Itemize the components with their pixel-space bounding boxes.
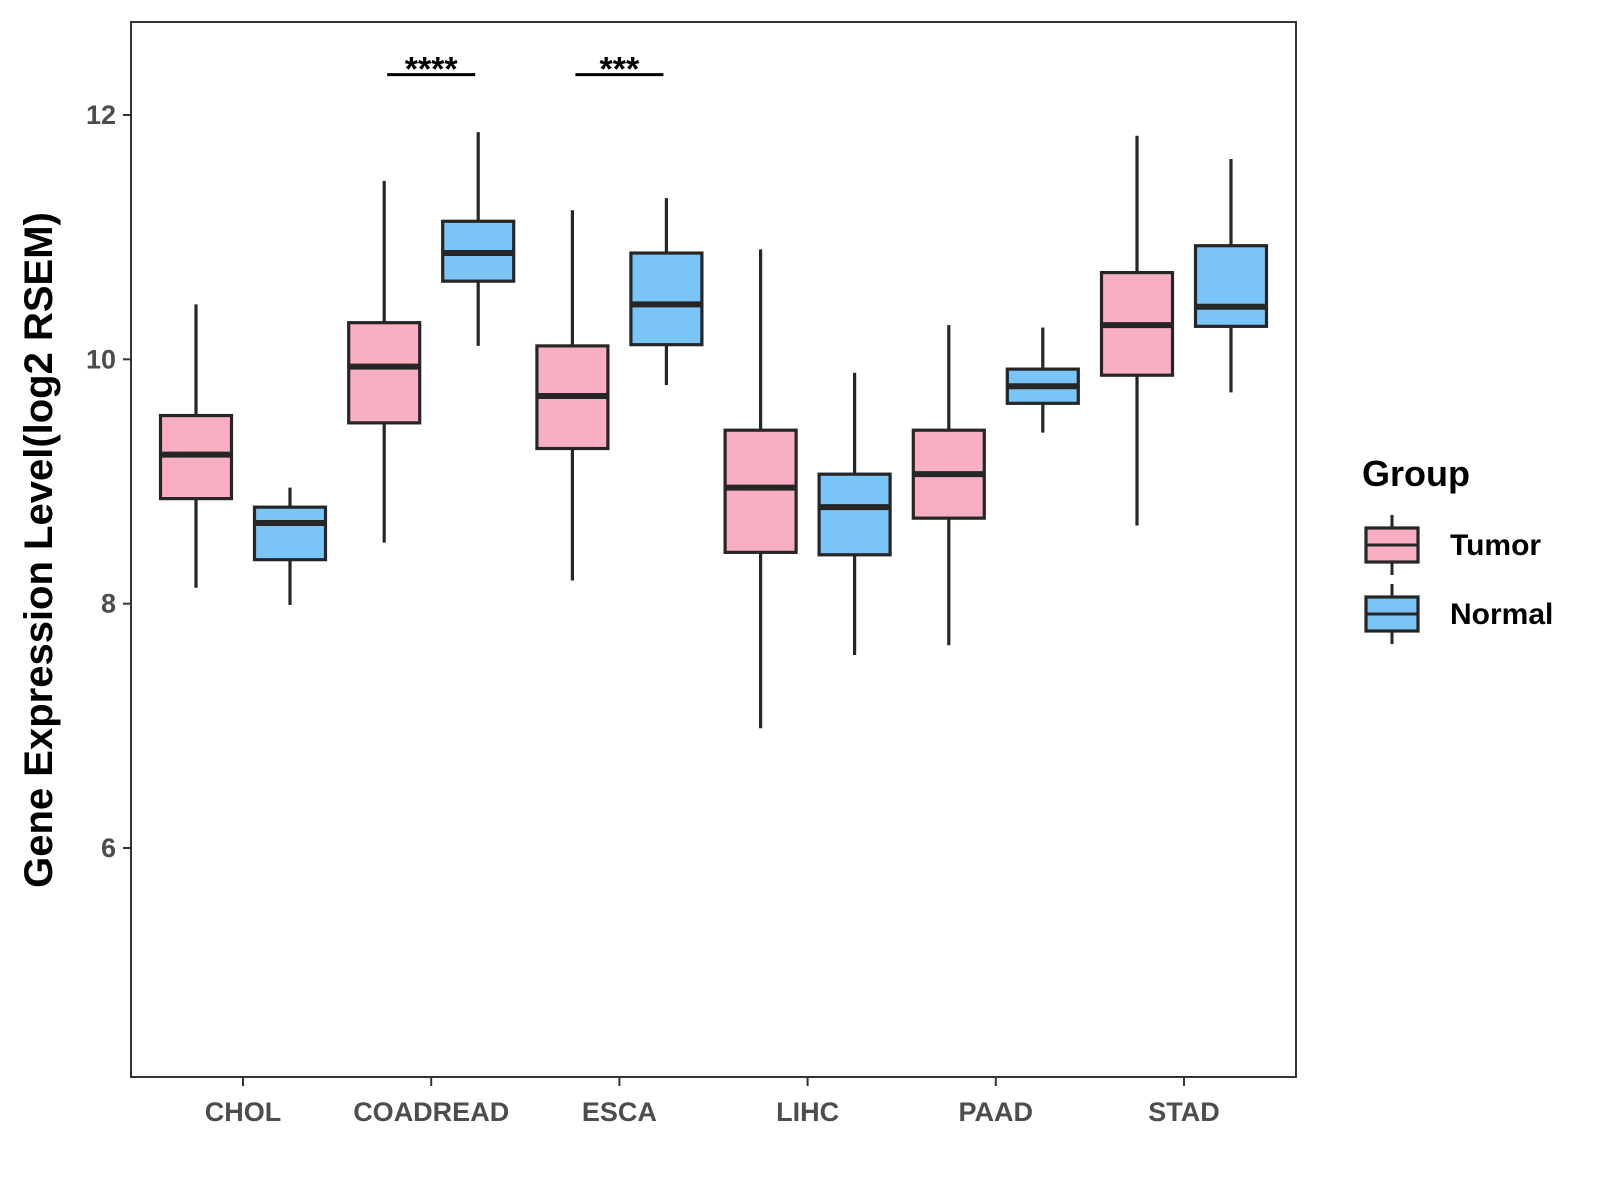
box-tumor-lihc: [723, 249, 798, 729]
y-tick-label: 12: [86, 100, 116, 130]
box-normal-stad: [1193, 158, 1269, 393]
legend-title: Group: [1362, 453, 1470, 494]
box-iqr: [252, 505, 328, 562]
box-normal-paad: [1005, 327, 1080, 433]
box-tumor-chol: [158, 304, 234, 588]
legend-key-tumor: [1364, 515, 1420, 575]
x-tick-label: CHOL: [205, 1097, 282, 1127]
box-normal-lihc: [817, 372, 892, 655]
box-normal-coadread: [441, 132, 516, 346]
x-tick-label: ESCA: [582, 1097, 657, 1127]
box-iqr: [817, 472, 892, 557]
y-axis-title: Gene Expression Level(log2 RSEM): [17, 212, 61, 888]
x-tick-label: COADREAD: [353, 1097, 509, 1127]
significance-label: ****: [405, 51, 459, 89]
x-tick-label: LIHC: [776, 1097, 839, 1127]
box-normal-chol: [252, 487, 328, 605]
box-tumor-stad: [1099, 135, 1175, 526]
legend: Group Tumor Normal: [1362, 453, 1553, 644]
y-axis: 6 8 10 12: [86, 100, 131, 863]
y-tick-label: 10: [86, 344, 116, 374]
box-iqr: [1193, 244, 1269, 328]
box-iqr: [723, 428, 798, 554]
y-tick-label: 6: [101, 833, 116, 863]
x-tick-label: STAD: [1148, 1097, 1220, 1127]
x-tick-label: PAAD: [959, 1097, 1034, 1127]
box-tumor-paad: [911, 325, 986, 646]
significance-label: ***: [600, 51, 640, 89]
box-iqr: [629, 251, 704, 347]
significance-annotations: **** ***: [387, 51, 664, 89]
box-normal-esca: [629, 198, 704, 385]
box-tumor-coadread: [347, 180, 422, 543]
box-iqr: [347, 321, 422, 425]
legend-label-normal: Normal: [1450, 598, 1553, 631]
legend-key-normal: [1364, 584, 1420, 644]
box-series: [158, 132, 1269, 729]
legend-label-tumor: Tumor: [1450, 529, 1541, 562]
box-tumor-esca: [535, 210, 610, 581]
x-axis: CHOL COADREAD ESCA LIHC PAAD STAD: [205, 1077, 1220, 1127]
y-tick-label: 8: [101, 589, 116, 619]
